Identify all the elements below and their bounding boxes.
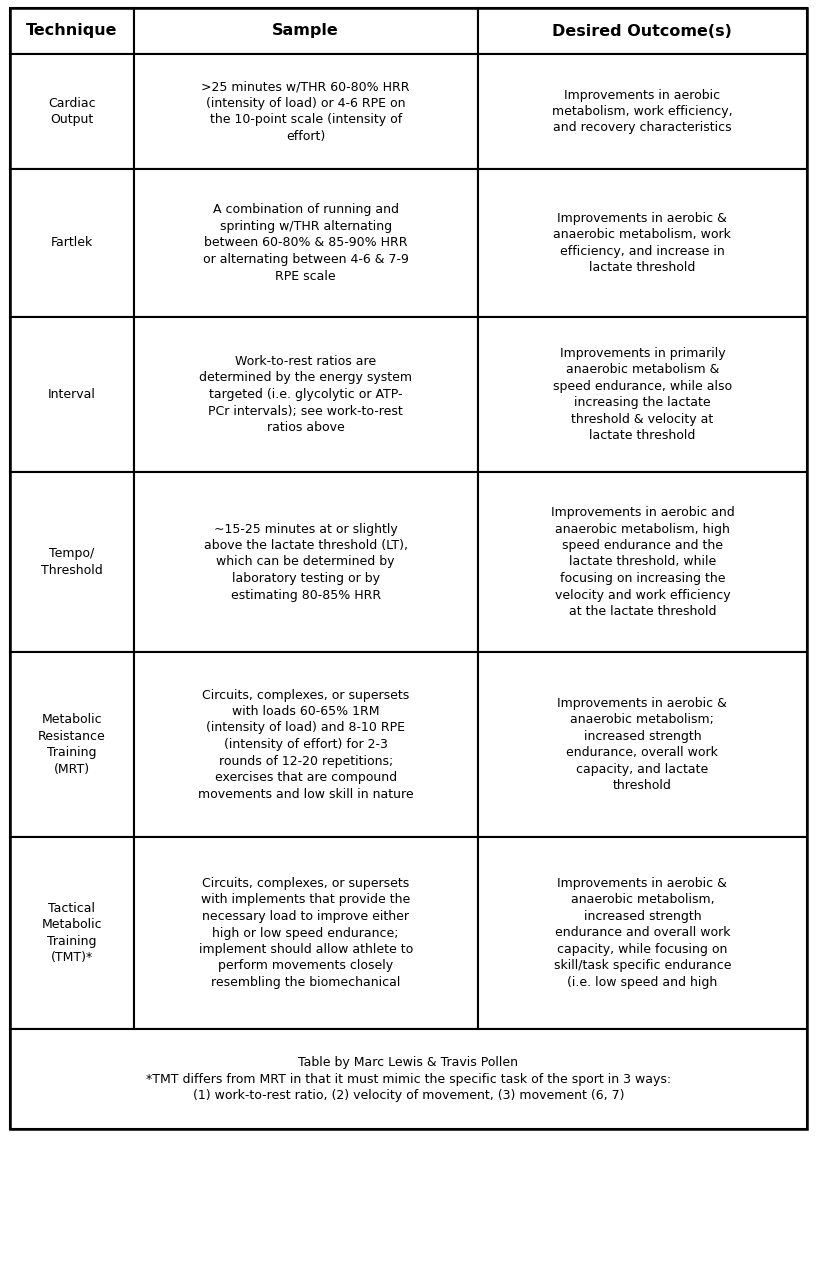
Bar bbox=[10, 54, 133, 169]
Bar bbox=[478, 317, 807, 472]
Text: Tactical
Metabolic
Training
(TMT)*: Tactical Metabolic Training (TMT)* bbox=[42, 902, 102, 964]
Text: Improvements in aerobic
metabolism, work efficiency,
and recovery characteristic: Improvements in aerobic metabolism, work… bbox=[552, 88, 733, 134]
Text: Metabolic
Resistance
Training
(MRT): Metabolic Resistance Training (MRT) bbox=[38, 714, 105, 776]
Bar bbox=[10, 8, 133, 54]
Bar bbox=[10, 169, 133, 317]
Text: Improvements in primarily
anaerobic metabolism &
speed endurance, while also
inc: Improvements in primarily anaerobic meta… bbox=[553, 347, 732, 443]
Bar bbox=[10, 472, 133, 652]
Bar bbox=[10, 652, 133, 836]
Bar bbox=[478, 472, 807, 652]
Bar bbox=[133, 652, 478, 836]
Bar bbox=[478, 8, 807, 54]
Text: A combination of running and
sprinting w/THR alternating
between 60-80% & 85-90%: A combination of running and sprinting w… bbox=[203, 203, 408, 283]
Bar bbox=[10, 317, 133, 472]
Bar bbox=[478, 169, 807, 317]
Bar bbox=[133, 8, 478, 54]
Bar bbox=[133, 54, 478, 169]
Bar bbox=[133, 472, 478, 652]
Bar bbox=[478, 54, 807, 169]
Text: ~15-25 minutes at or slightly
above the lactate threshold (LT),
which can be det: ~15-25 minutes at or slightly above the … bbox=[203, 523, 408, 601]
Text: Sample: Sample bbox=[272, 23, 339, 38]
Text: Circuits, complexes, or supersets
with loads 60-65% 1RM
(intensity of load) and : Circuits, complexes, or supersets with l… bbox=[198, 688, 413, 801]
Text: Interval: Interval bbox=[48, 388, 96, 402]
Text: >25 minutes w/THR 60-80% HRR
(intensity of load) or 4-6 RPE on
the 10-point scal: >25 minutes w/THR 60-80% HRR (intensity … bbox=[202, 81, 410, 143]
Bar bbox=[478, 836, 807, 1030]
Text: Improvements in aerobic &
anaerobic metabolism, work
efficiency, and increase in: Improvements in aerobic & anaerobic meta… bbox=[553, 212, 731, 274]
Bar bbox=[10, 1030, 807, 1129]
Bar bbox=[10, 8, 807, 1129]
Text: Tempo/
Threshold: Tempo/ Threshold bbox=[41, 547, 103, 577]
Text: Technique: Technique bbox=[26, 23, 118, 38]
Bar bbox=[133, 836, 478, 1030]
Bar bbox=[133, 317, 478, 472]
Text: Fartlek: Fartlek bbox=[51, 237, 93, 249]
Text: Improvements in aerobic &
anaerobic metabolism,
increased strength
endurance and: Improvements in aerobic & anaerobic meta… bbox=[554, 877, 731, 989]
Bar bbox=[133, 169, 478, 317]
Text: Work-to-rest ratios are
determined by the energy system
targeted (i.e. glycolyti: Work-to-rest ratios are determined by th… bbox=[199, 356, 413, 434]
Text: Cardiac
Output: Cardiac Output bbox=[48, 97, 96, 127]
Text: Circuits, complexes, or supersets
with implements that provide the
necessary loa: Circuits, complexes, or supersets with i… bbox=[199, 877, 413, 989]
Text: Desired Outcome(s): Desired Outcome(s) bbox=[552, 23, 732, 38]
Text: Improvements in aerobic and
anaerobic metabolism, high
speed endurance and the
l: Improvements in aerobic and anaerobic me… bbox=[551, 506, 734, 618]
Text: Table by Marc Lewis & Travis Pollen
*TMT differs from MRT in that it must mimic : Table by Marc Lewis & Travis Pollen *TMT… bbox=[146, 1056, 671, 1102]
Bar bbox=[478, 652, 807, 836]
Text: Improvements in aerobic &
anaerobic metabolism;
increased strength
endurance, ov: Improvements in aerobic & anaerobic meta… bbox=[557, 697, 727, 792]
Bar bbox=[10, 836, 133, 1030]
